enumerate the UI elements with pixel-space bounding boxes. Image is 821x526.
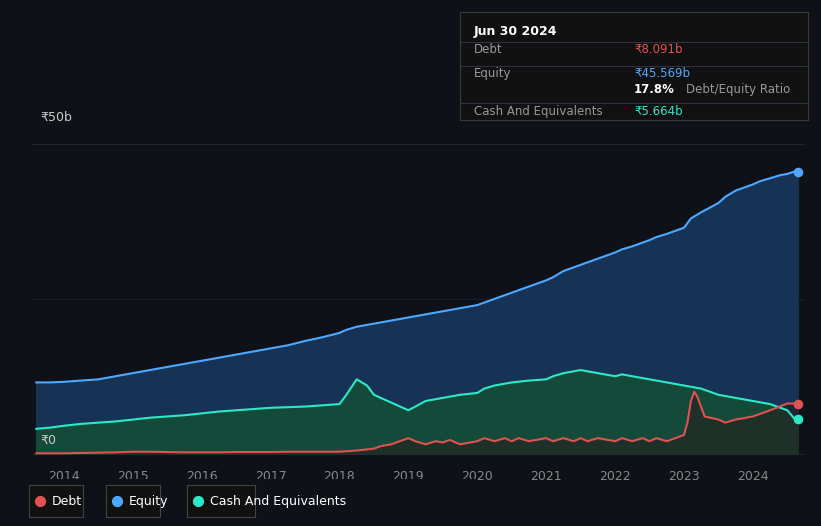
Text: Equity: Equity [129,494,168,508]
Point [791,167,805,176]
Text: Debt: Debt [52,494,82,508]
Text: 17.8%: 17.8% [634,83,675,96]
Bar [106,485,160,517]
Text: Equity: Equity [474,67,511,80]
Bar [187,485,255,517]
Point [192,497,205,505]
Text: Debt/Equity Ratio: Debt/Equity Ratio [686,83,791,96]
Text: ₹45.569b: ₹45.569b [634,67,690,80]
Point [791,414,805,423]
Text: ₹5.664b: ₹5.664b [634,105,682,118]
Point [111,497,124,505]
Text: ₹8.091b: ₹8.091b [634,43,682,56]
Point [34,497,47,505]
Text: Jun 30 2024: Jun 30 2024 [474,25,557,38]
Text: Cash And Equivalents: Cash And Equivalents [210,494,346,508]
Point [791,399,805,408]
Text: ₹50b: ₹50b [40,112,72,124]
Text: ₹0: ₹0 [40,434,57,447]
Text: Cash And Equivalents: Cash And Equivalents [474,105,603,118]
Bar [30,485,84,517]
Text: Debt: Debt [474,43,502,56]
